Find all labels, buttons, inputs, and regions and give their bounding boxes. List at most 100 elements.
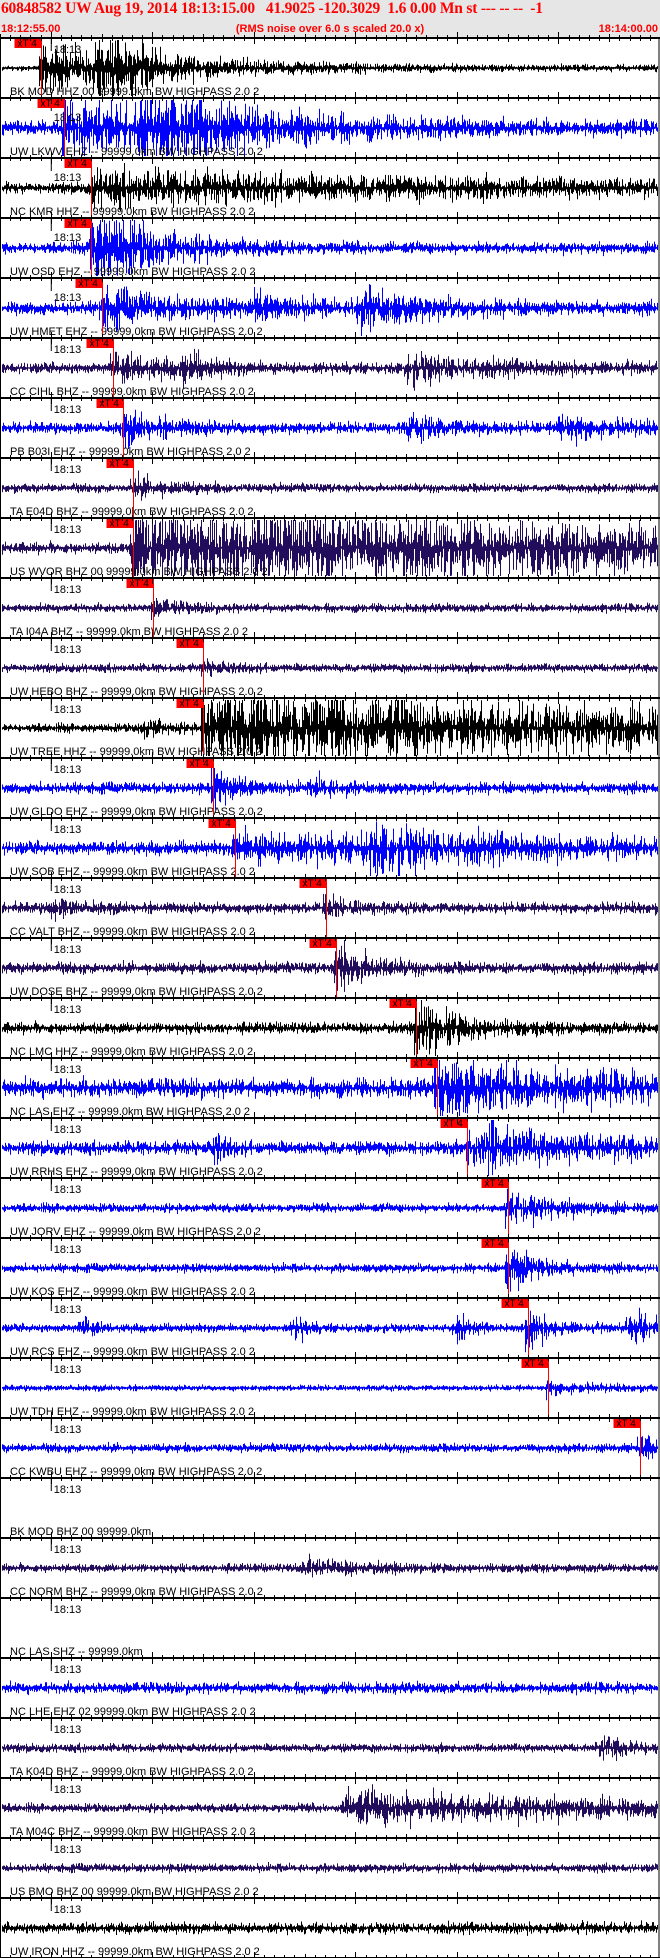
phase-pick-marker[interactable]: xT 4 <box>86 338 114 398</box>
trace-row: 18:13 BK MOD HHZ 00 99999.0km BW HIGHPASS… <box>2 38 658 98</box>
minute-label: 18:13 <box>54 1364 82 1376</box>
pick-label: xT 4 <box>617 1419 637 1430</box>
trace-row: 18:13 UW GLDO EHZ -- 99999.0km BW HIGHPAS… <box>2 758 658 818</box>
station-label: BK MOD BHZ 00 99999.0km <box>10 1526 151 1538</box>
phase-pick-marker[interactable]: xT 4 <box>106 518 134 578</box>
phase-pick-marker[interactable]: xT 4 <box>410 1058 438 1118</box>
minute-label: 18:13 <box>54 1904 82 1916</box>
waveform <box>2 1000 658 1056</box>
trace-row: 18:13 CC NORM BHZ -- 99999.0km BW HIGHPAS… <box>2 1538 658 1598</box>
time-axis-line <box>0 92 660 104</box>
phase-pick-marker[interactable]: xT 4 <box>481 1238 509 1298</box>
station-label: UW RRHS EHZ -- 99999.0km BW HIGHPASS 2.0… <box>10 1166 263 1178</box>
pick-flag <box>14 38 42 48</box>
pick-label: xT 4 <box>68 219 88 230</box>
waveform <box>2 1862 658 1874</box>
phase-pick-marker[interactable]: xT 4 <box>613 1418 641 1478</box>
station-label: UW HEBO BHZ -- 99999.0km BW HIGHPASS 2.0… <box>10 686 263 698</box>
waveform <box>2 1784 658 1830</box>
waveform <box>2 520 658 576</box>
station-label: UW DOSE BHZ -- 99999.0km BW HIGHPASS 2.0… <box>10 986 263 998</box>
phase-pick-marker[interactable]: xT 4 <box>521 1358 549 1418</box>
phase-pick-marker[interactable]: xT 4 <box>176 698 204 758</box>
minute-label: 18:13 <box>54 1604 82 1616</box>
pick-label: xT 4 <box>444 1119 464 1130</box>
trace-row: 18:13 US WVOR BHZ 00 99999.0km BW HIGHPAS… <box>2 518 658 578</box>
phase-pick-marker[interactable]: xT 4 <box>440 1118 468 1178</box>
waveform <box>2 40 658 96</box>
trace-row: 18:13 PB B03I EHZ -- 99999.0km BW HIGHPAS… <box>2 398 658 458</box>
minute-label: 18:13 <box>54 1664 82 1676</box>
station-label: PB B03I EHZ -- 99999.0km BW HIGHPASS 2.0… <box>10 446 251 458</box>
phase-pick-marker[interactable]: xT 4 <box>481 1178 509 1238</box>
time-axis-line <box>0 1952 660 1958</box>
phase-pick-marker[interactable]: xT 4 <box>186 758 214 818</box>
trace-row: 18:13 CC CIHL BHZ -- 99999.0km BW HIGHPAS… <box>2 338 658 398</box>
trace-row: 18:13 NC LMC HHZ -- 99999.0km BW HIGHPASS… <box>2 998 658 1058</box>
station-label: UW JORV EHZ -- 99999.0km BW HIGHPASS 2.0… <box>10 1226 261 1238</box>
waveform <box>2 1249 658 1292</box>
waveform <box>2 1060 658 1116</box>
phase-pick-marker[interactable]: xT 4 <box>75 278 103 338</box>
minute-label: 18:13 <box>54 44 82 56</box>
station-label: CC KWBU EHZ -- 99999.0km BW HIGHPASS 2.0… <box>10 1466 262 1478</box>
minute-label: 18:13 <box>54 404 82 416</box>
phase-pick-marker[interactable]: xT 4 <box>299 878 327 938</box>
trace-row: 18:13 NC LAS SHZ -- 99999.0km <box>10 1598 143 1658</box>
waveform <box>2 893 658 922</box>
time-axis-line <box>0 1112 660 1124</box>
waveform <box>2 1920 658 1936</box>
minute-label: 18:13 <box>54 1004 82 1016</box>
waveform <box>2 1680 658 1696</box>
waveform <box>2 1553 658 1578</box>
pick-label: xT 4 <box>180 639 200 650</box>
minute-label: 18:13 <box>54 824 82 836</box>
waveform <box>2 220 658 276</box>
trace-row: 18:13 US BMO BHZ 00 99999.0km BW HIGHPASS… <box>2 1838 658 1898</box>
waveform <box>2 1435 658 1460</box>
end-time: 18:14:00.00 <box>598 23 658 35</box>
minute-label: 18:13 <box>54 344 82 356</box>
time-axis-line <box>0 1472 660 1484</box>
plot-header: 60848582 UW Aug 19, 2014 18:13:15.00 41.… <box>0 0 660 38</box>
pick-label: xT 4 <box>18 39 38 50</box>
trace-row: 18:13 UW TREE HHZ -- 99999.0km BW HIGHPAS… <box>2 698 658 758</box>
pick-label: xT 4 <box>180 699 200 710</box>
pick-label: xT 4 <box>485 1179 505 1190</box>
pick-flag <box>75 278 103 288</box>
waveform <box>2 163 658 211</box>
waveform <box>2 1120 658 1176</box>
minute-label: 18:13 <box>54 1484 82 1496</box>
time-ticks <box>0 1952 660 1958</box>
pick-label: xT 4 <box>303 879 323 890</box>
phase-pick-marker[interactable]: xT 4 <box>106 458 134 518</box>
pick-flag <box>126 578 154 588</box>
pick-label: xT 4 <box>393 999 413 1010</box>
phase-pick-marker[interactable]: xT 4 <box>96 398 124 458</box>
phase-pick-marker[interactable]: xT 4 <box>309 938 337 998</box>
pick-label: xT 4 <box>505 1299 525 1310</box>
phase-pick-marker[interactable]: xT 4 <box>501 1298 529 1358</box>
phase-pick-marker[interactable]: xT 4 <box>14 38 42 98</box>
pick-label: xT 4 <box>525 1359 545 1370</box>
trace-row: 18:13 UW RRHS EHZ -- 99999.0km BW HIGHPAS… <box>2 1118 658 1178</box>
phase-pick-marker[interactable]: xT 4 <box>208 818 236 878</box>
trace-row: 18:13 TA K04D BHZ -- 99999.0km BW HIGHPAS… <box>2 1718 658 1778</box>
station-label: BK MOD HHZ 00 99999.0km BW HIGHPASS 2.0 … <box>10 86 259 98</box>
phase-pick-marker[interactable]: xT 4 <box>64 218 92 278</box>
trace-row: 18:13 UW JORV EHZ -- 99999.0km BW HIGHPAS… <box>2 1178 658 1238</box>
pick-label: xT 4 <box>313 939 333 950</box>
phase-pick-marker[interactable]: xT 4 <box>389 998 417 1058</box>
phase-pick-marker[interactable]: xT 4 <box>126 578 154 638</box>
pick-flag <box>389 998 417 1008</box>
minute-label: 18:13 <box>54 1124 82 1136</box>
pick-flag <box>410 1058 438 1068</box>
phase-pick-marker[interactable]: xT 4 <box>176 638 204 698</box>
waveform <box>2 1188 658 1229</box>
phase-pick-marker[interactable]: xT 4 <box>64 158 92 218</box>
